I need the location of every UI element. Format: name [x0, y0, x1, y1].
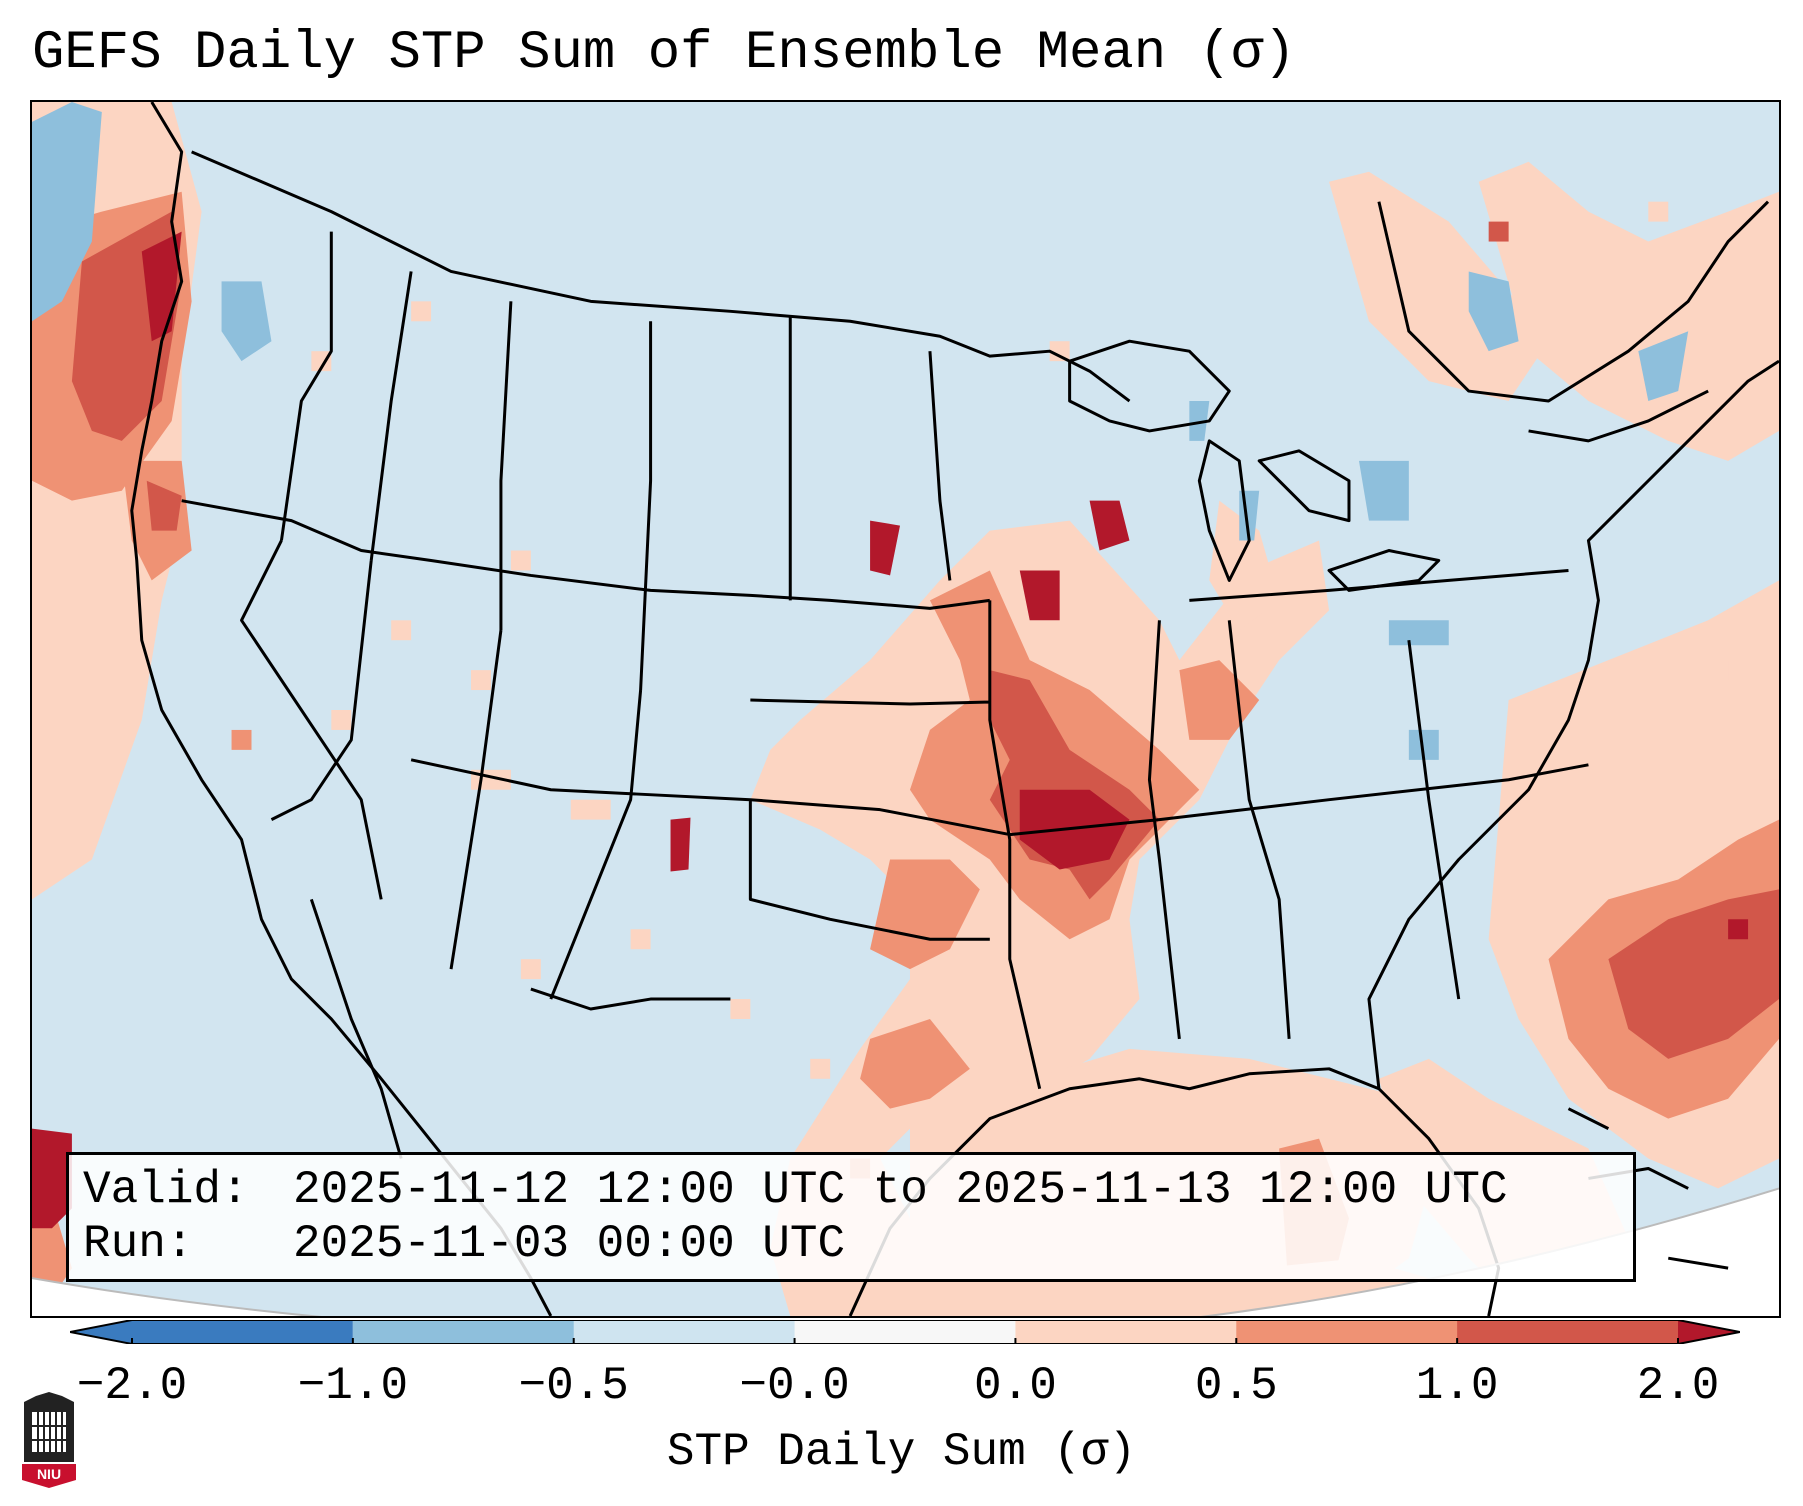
map-svg	[32, 102, 1779, 1316]
valid-value: 2025-11-12 12:00 UTC to 2025-11-13 12:00…	[293, 1164, 1508, 1216]
colorbar-segment	[1236, 1320, 1458, 1344]
negative-anomalies	[221, 271, 1689, 760]
colorbar-tick-label: 0.5	[1194, 1360, 1278, 1412]
niu-seal-icon: NIU	[20, 1392, 78, 1488]
map-panel	[30, 100, 1781, 1318]
run-value: 2025-11-03 00:00 UTC	[293, 1218, 846, 1270]
pacific-northwest-anomaly	[32, 102, 202, 1299]
colorbar-tick-label: −0.0	[739, 1360, 850, 1412]
niu-logo-svg: NIU	[22, 1392, 76, 1488]
valid-time-row: Valid: 2025-11-12 12:00 UTC to 2025-11-13…	[83, 1163, 1619, 1217]
colorbar-segment	[132, 1320, 353, 1344]
validity-info-box: Valid: 2025-11-12 12:00 UTC to 2025-11-13…	[66, 1152, 1636, 1282]
scattered-anomaly-cells	[231, 201, 1779, 1179]
colorbar-tick-label: −0.5	[518, 1360, 629, 1412]
colorbar-segment	[1015, 1320, 1237, 1344]
colorbar-tick-label: 0.0	[974, 1360, 1057, 1412]
colorbar-segment	[1457, 1320, 1679, 1344]
colorbar-label: STP Daily Sum (σ)	[666, 1426, 1137, 1478]
colorbar-segment	[352, 1320, 575, 1344]
colorbar-svg	[70, 1320, 1740, 1344]
colorbar-extend-low	[70, 1320, 132, 1344]
run-time-row: Run: 2025-11-03 00:00 UTC	[83, 1217, 1619, 1271]
state-boundaries	[181, 231, 1589, 1090]
colorbar-tick-label: 1.0	[1415, 1360, 1499, 1412]
baja-coastline	[309, 898, 403, 1159]
logo-text: NIU	[37, 1466, 61, 1482]
colorbar-tick-labels: −2.0 −1.0 −0.5 −0.0 0.0 0.5 1.0 2.0	[0, 1358, 1803, 1418]
colorbar-tick-label: −2.0	[76, 1360, 188, 1412]
geographic-boundaries	[130, 102, 1779, 1316]
colorbar	[70, 1320, 1740, 1344]
canada-east-coast	[1377, 200, 1770, 443]
colorbar-segment	[794, 1320, 1016, 1344]
colorbar-extend-high	[1678, 1320, 1740, 1344]
colorbar-segment	[573, 1320, 796, 1344]
run-label: Run:	[83, 1218, 194, 1270]
colorbar-tick-label: 2.0	[1636, 1360, 1720, 1412]
chart-title: GEFS Daily STP Sum of Ensemble Mean (σ)	[32, 23, 1296, 84]
great-lakes	[1068, 339, 1441, 592]
colorbar-tick-label: −1.0	[297, 1360, 409, 1412]
valid-label: Valid:	[83, 1164, 249, 1216]
us-canada-border	[191, 150, 1131, 403]
